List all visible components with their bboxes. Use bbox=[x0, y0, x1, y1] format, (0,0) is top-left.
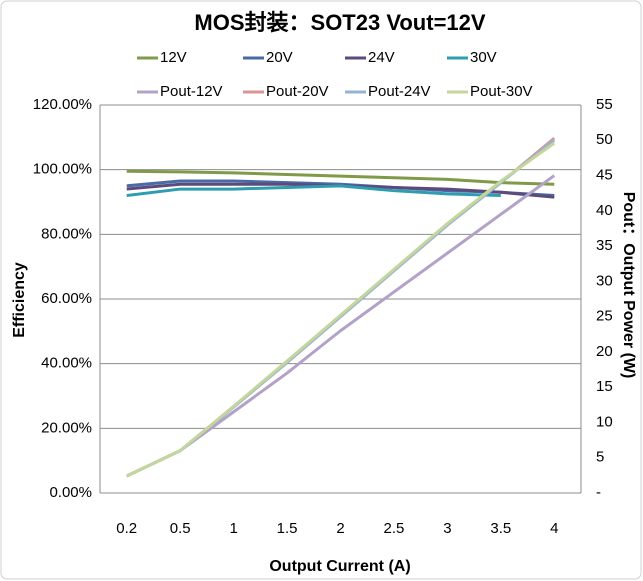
chart-title: MOS封装：SOT23 Vout=12V bbox=[194, 10, 485, 35]
data-line bbox=[126, 184, 501, 198]
y2-axis-title: Pout：Output Power (W) bbox=[620, 192, 637, 379]
legend-label: 20V bbox=[266, 49, 293, 66]
x-tick-label: 3 bbox=[443, 520, 451, 537]
y2-tick-label: 55 bbox=[596, 96, 613, 113]
x-axis-title: Output Current (A) bbox=[269, 558, 410, 575]
x-tick-label: 2.5 bbox=[384, 520, 405, 537]
x-tick-label: 0.5 bbox=[170, 520, 191, 537]
y-tick-label: 20.00% bbox=[41, 419, 92, 436]
y2-tick-label: 25 bbox=[596, 308, 613, 325]
y2-tick-label: - bbox=[596, 484, 601, 501]
legend-label: Pout-12V bbox=[160, 83, 223, 100]
y-tick-label: 80.00% bbox=[41, 225, 92, 242]
x-tick-label: 0.2 bbox=[116, 520, 137, 537]
y2-tick-label: 50 bbox=[596, 131, 613, 148]
x-tick-label: 1.5 bbox=[277, 520, 298, 537]
y2-tick-label: 10 bbox=[596, 413, 613, 430]
y2-tick-label: 20 bbox=[596, 343, 613, 360]
legend-label: 30V bbox=[470, 49, 497, 66]
legend-label: 24V bbox=[368, 49, 395, 66]
x-tick-label: 3.5 bbox=[490, 520, 511, 537]
y-tick-label: 60.00% bbox=[41, 290, 92, 307]
y2-tick-label: 35 bbox=[596, 237, 613, 254]
y2-tick-label: 40 bbox=[596, 202, 613, 219]
x-tick-label: 2 bbox=[336, 520, 344, 537]
x-tick-label: 1 bbox=[229, 520, 237, 537]
data-line bbox=[126, 141, 556, 478]
y-tick-label: 40.00% bbox=[41, 355, 92, 372]
data-line bbox=[126, 169, 555, 186]
x-tick-label: 4 bbox=[550, 520, 558, 537]
legend-label: 12V bbox=[160, 49, 187, 66]
y-axis-title: Efficiency bbox=[11, 262, 28, 338]
y-tick-label: 100.00% bbox=[33, 161, 92, 178]
y2-tick-label: 30 bbox=[596, 272, 613, 289]
legend-label: Pout-20V bbox=[266, 83, 329, 100]
y2-tick-label: 5 bbox=[596, 449, 604, 466]
y-tick-label: 120.00% bbox=[33, 96, 92, 113]
legend-label: Pout-30V bbox=[470, 83, 533, 100]
y2-tick-label: 45 bbox=[596, 167, 613, 184]
y-tick-label: 0.00% bbox=[49, 484, 92, 501]
legend-label: Pout-24V bbox=[368, 83, 431, 100]
y2-tick-label: 15 bbox=[596, 378, 613, 395]
